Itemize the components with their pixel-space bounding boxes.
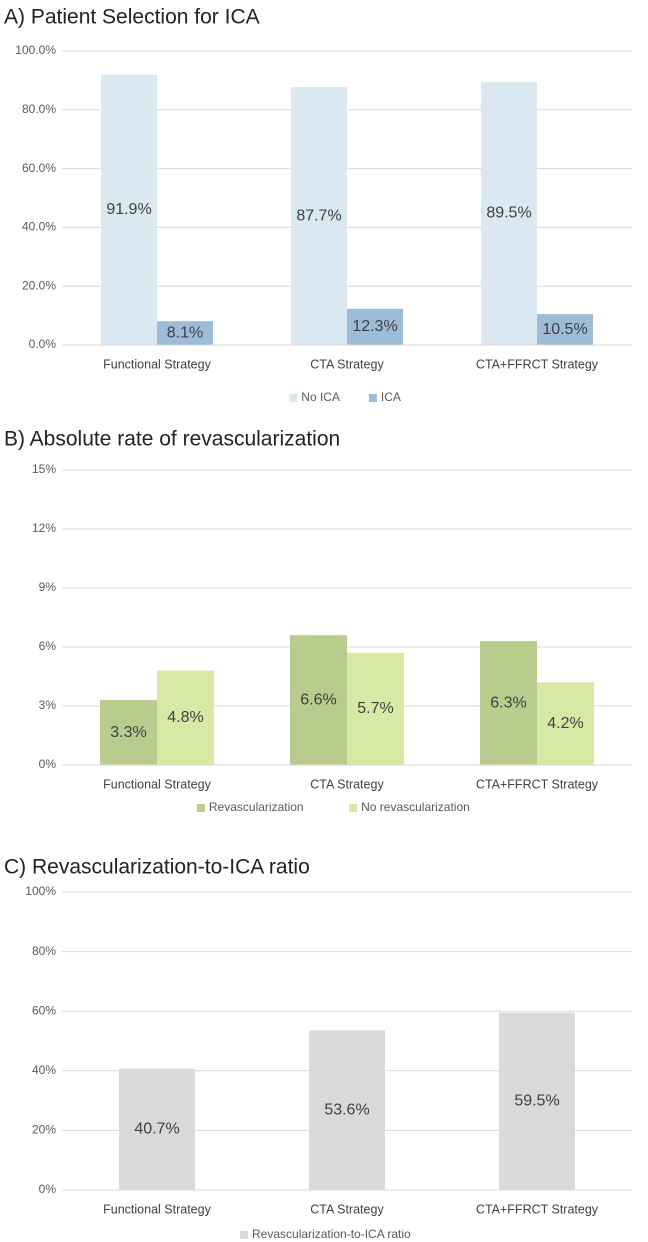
y-tick-label: 9% — [39, 580, 57, 594]
bar — [157, 321, 213, 345]
x-tick-label: Functional Strategy — [103, 357, 211, 371]
legend-label: Revascularization-to-ICA ratio — [252, 1227, 411, 1241]
chart-title: C) Revascularization-to-ICA ratio — [4, 856, 310, 879]
data-label: 40.7% — [134, 1121, 179, 1138]
y-tick-label: 40% — [32, 1063, 56, 1077]
bar — [101, 74, 157, 346]
y-tick-label: 6% — [39, 639, 57, 653]
data-label: 5.7% — [357, 700, 393, 717]
data-label: 4.8% — [167, 709, 203, 726]
bar — [347, 308, 403, 345]
bar — [480, 641, 537, 765]
bar — [290, 635, 347, 765]
legend-label: No ICA — [301, 390, 340, 404]
bar — [537, 682, 594, 765]
bar — [481, 81, 537, 346]
chart-title: B) Absolute rate of revascularization — [4, 428, 340, 451]
y-tick-label: 0% — [39, 757, 57, 771]
x-tick-label: CTA Strategy — [310, 777, 384, 791]
bar — [537, 314, 593, 345]
bar — [157, 670, 214, 765]
y-tick-label: 20.0% — [22, 278, 56, 292]
data-label: 10.5% — [542, 321, 587, 338]
y-tick-label: 20% — [32, 1123, 56, 1137]
y-tick-label: 100.0% — [15, 43, 56, 57]
chart-title: A) Patient Selection for ICA — [4, 6, 260, 29]
data-label: 59.5% — [514, 1093, 559, 1110]
legend-swatch — [289, 394, 298, 402]
x-tick-label: Functional Strategy — [103, 777, 211, 791]
data-label: 6.6% — [300, 691, 336, 708]
x-tick-label: CTA Strategy — [310, 357, 384, 371]
data-label: 4.2% — [547, 715, 583, 732]
legend-label: Revascularization — [209, 800, 304, 814]
data-label: 53.6% — [324, 1101, 369, 1118]
data-label: 89.5% — [486, 205, 531, 222]
legend-swatch — [349, 804, 358, 812]
bar — [309, 1030, 385, 1190]
y-tick-label: 100% — [25, 884, 56, 898]
x-tick-label: CTA+FFRCT Strategy — [476, 357, 599, 371]
legend-swatch — [240, 1231, 248, 1239]
y-tick-label: 3% — [39, 698, 57, 712]
y-tick-label: 12% — [32, 521, 56, 535]
bar — [499, 1012, 575, 1190]
data-label: 12.3% — [352, 318, 397, 335]
legend-label: No revascularization — [361, 800, 470, 814]
y-tick-label: 60.0% — [22, 161, 56, 175]
x-tick-label: CTA+FFRCT Strategy — [476, 777, 599, 791]
data-label: 8.1% — [167, 324, 203, 341]
data-label: 6.3% — [490, 694, 526, 711]
y-tick-label: 0.0% — [29, 337, 57, 351]
legend-label: ICA — [381, 390, 401, 404]
y-tick-label: 60% — [32, 1003, 56, 1017]
y-tick-label: 80.0% — [22, 102, 56, 116]
bar — [100, 700, 157, 765]
y-tick-label: 0% — [39, 1182, 57, 1196]
data-label: 3.3% — [110, 724, 146, 741]
bar — [119, 1068, 195, 1190]
x-tick-label: Functional Strategy — [103, 1202, 211, 1216]
data-label: 87.7% — [296, 207, 341, 224]
x-tick-label: CTA+FFRCT Strategy — [476, 1202, 599, 1216]
y-tick-label: 15% — [32, 462, 56, 476]
y-tick-label: 40.0% — [22, 220, 56, 234]
x-tick-label: CTA Strategy — [310, 1202, 384, 1216]
legend-swatch — [368, 394, 377, 402]
y-tick-label: 80% — [32, 944, 56, 958]
data-label: 91.9% — [106, 201, 151, 218]
bar — [347, 652, 404, 765]
bar — [291, 87, 347, 346]
legend-swatch — [196, 804, 205, 812]
